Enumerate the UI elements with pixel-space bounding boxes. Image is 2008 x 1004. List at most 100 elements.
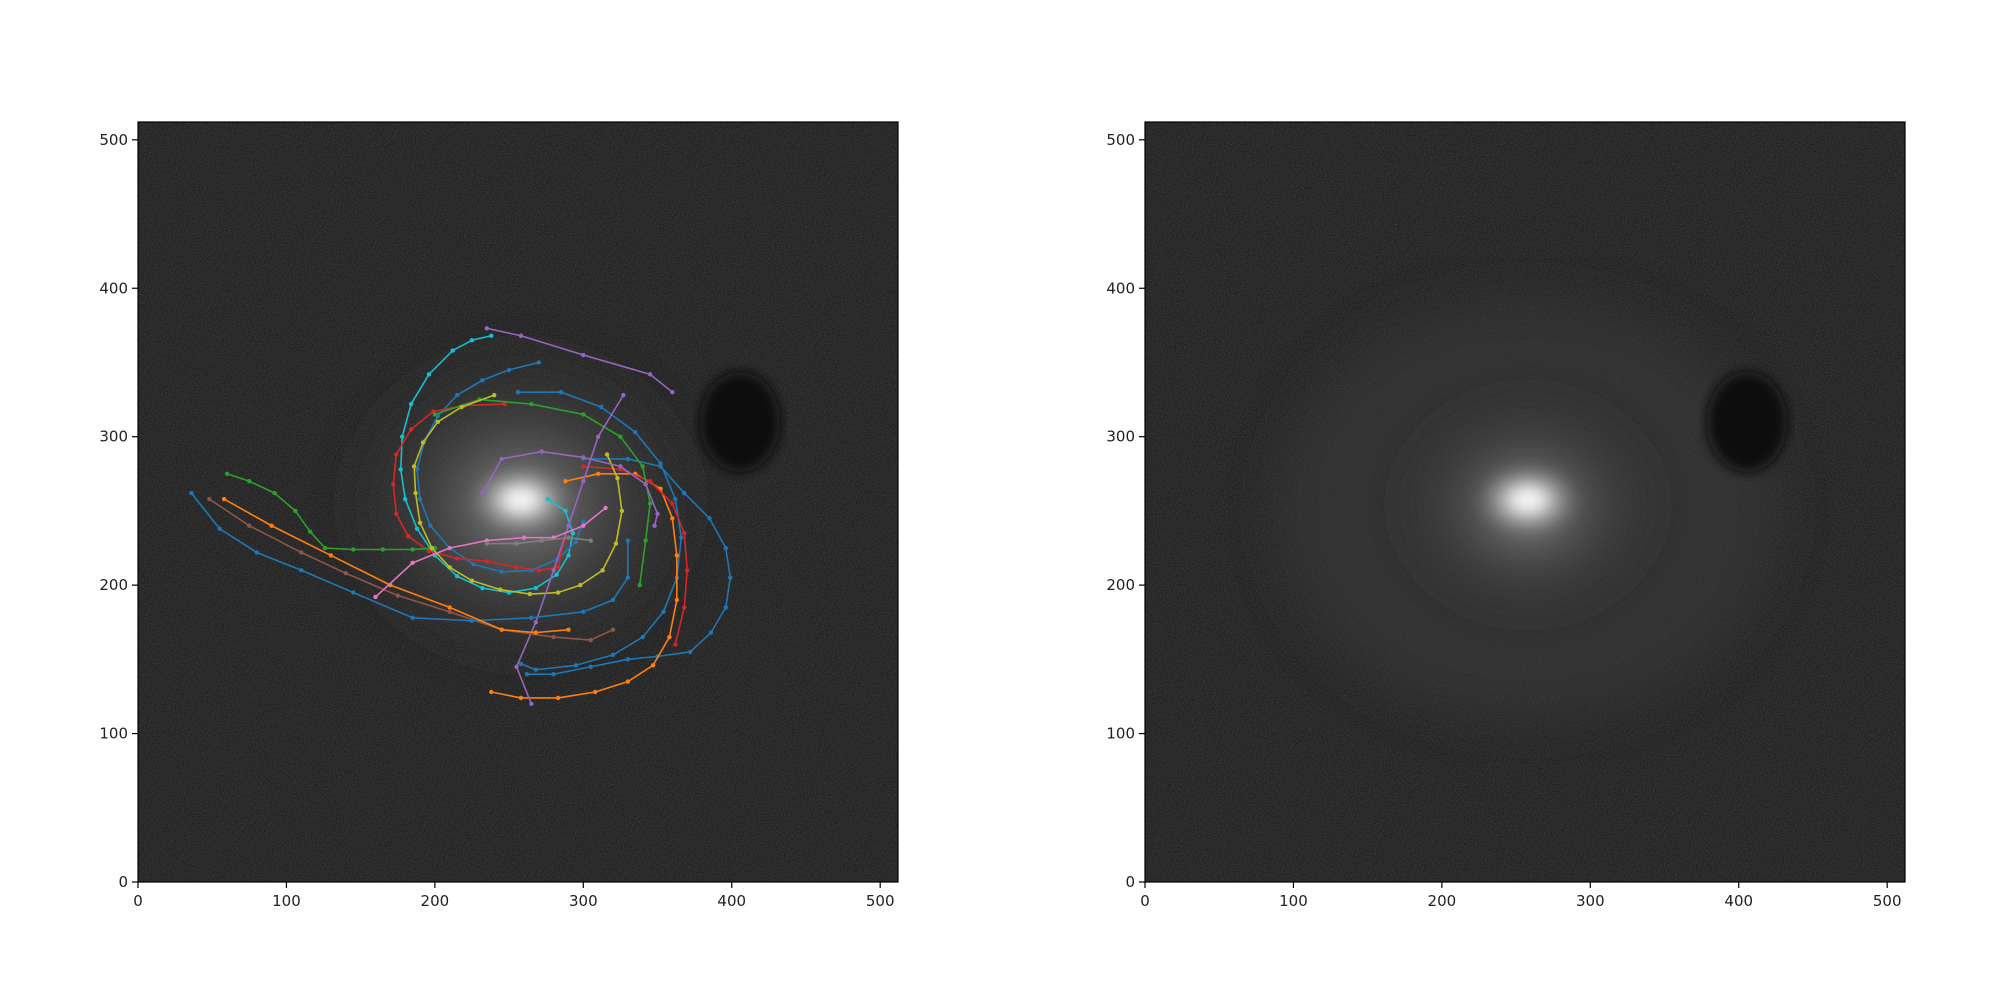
trajectory-point: [728, 575, 733, 580]
trajectory-point: [673, 496, 678, 502]
trajectory-point: [539, 538, 544, 543]
trajectory-line: [190, 492, 629, 622]
trajectory-point: [555, 565, 561, 570]
trajectory-point: [514, 664, 519, 669]
trajectory-point: [414, 526, 420, 531]
trajectory-point: [400, 434, 405, 439]
trajectory-point: [480, 585, 485, 591]
trajectory-line: [223, 498, 569, 634]
x-tick-label: 100: [272, 892, 301, 910]
trajectory-point: [299, 568, 304, 573]
trajectory-line: [583, 465, 689, 645]
trajectory-point: [518, 661, 524, 666]
trajectory-point: [447, 565, 452, 570]
galaxy-image: [1145, 122, 1905, 882]
x-tick-label: 400: [717, 892, 746, 910]
trajectory-point: [402, 496, 408, 502]
trajectory-point: [447, 605, 452, 610]
trajectory-line: [226, 473, 435, 551]
trajectory-point: [679, 535, 684, 540]
trajectory-point: [293, 508, 298, 514]
trajectory-point: [566, 535, 571, 540]
trajectory-point: [650, 663, 656, 668]
y-tick-label: 300: [1106, 428, 1135, 446]
trajectory-line: [416, 361, 585, 573]
trajectory-point: [426, 548, 432, 554]
trajectory-point: [529, 701, 534, 707]
trajectory-point: [454, 556, 460, 561]
trajectory-point: [536, 360, 541, 365]
y-tick-label: 0: [118, 873, 128, 891]
trajectory-point: [640, 464, 645, 469]
trajectory-point: [563, 508, 568, 514]
trajectory-point: [619, 508, 625, 514]
trajectory-point: [405, 533, 411, 539]
trajectory-point: [551, 671, 556, 677]
trajectory-point: [682, 530, 687, 536]
trajectory-point: [647, 501, 653, 506]
trajectory-point: [723, 605, 729, 610]
trajectory-point: [351, 590, 356, 595]
trajectory-point: [272, 490, 277, 496]
trajectory-point: [533, 630, 539, 635]
galaxy-core: [1473, 462, 1583, 538]
trajectory-point: [524, 671, 530, 677]
x-tick-label: 100: [1279, 892, 1308, 910]
trajectory-point: [469, 618, 475, 623]
trajectory-point: [247, 523, 252, 528]
trajectory-point: [621, 392, 626, 398]
trajectory-point: [625, 456, 631, 462]
trajectory-point: [247, 479, 252, 484]
x-tick-label: 0: [133, 892, 143, 910]
trajectory-point: [566, 523, 571, 528]
trajectory-point: [533, 667, 539, 672]
trajectory-point: [539, 449, 544, 454]
trajectory-point: [380, 547, 386, 552]
trajectory-point: [658, 464, 663, 469]
trajectory-point: [533, 585, 539, 591]
trajectory-point: [673, 642, 678, 647]
trajectory-point: [398, 467, 403, 472]
trajectory-point: [573, 663, 579, 668]
trajectory-point: [581, 609, 586, 615]
trajectory-point: [578, 582, 583, 588]
trajectory-point: [640, 634, 645, 640]
trajectory-point: [391, 481, 396, 487]
trajectory-point: [563, 479, 568, 484]
trajectory-point: [595, 471, 601, 476]
trajectory-point: [529, 615, 534, 620]
trajectory-point: [613, 541, 619, 546]
trajectory-point: [637, 582, 642, 588]
trajectory-point: [581, 352, 586, 358]
trajectory-point: [652, 523, 657, 528]
y-tick-label: 500: [99, 131, 128, 149]
x-tick-label: 300: [569, 892, 598, 910]
x-tick-label: 0: [1140, 892, 1150, 910]
trajectory-point: [322, 545, 328, 551]
trajectory-line: [518, 391, 683, 671]
trajectory-point: [682, 605, 687, 610]
y-tick-label: 0: [1125, 873, 1135, 891]
trajectory-point: [527, 591, 533, 597]
trajectory-point: [682, 490, 687, 496]
trajectory-point: [489, 333, 494, 338]
trajectory-point: [625, 538, 631, 543]
trajectory-point: [566, 553, 571, 558]
trajectory-point: [454, 574, 460, 579]
trajectory-point: [469, 338, 475, 343]
trajectory-point: [413, 490, 418, 496]
trajectory-point: [723, 545, 729, 551]
trajectory-point: [506, 367, 512, 373]
x-tick-label: 400: [1724, 892, 1753, 910]
trajectory-point: [647, 372, 653, 377]
trajectory-point: [661, 609, 666, 615]
trajectory-point: [581, 455, 586, 460]
trajectory-point: [499, 627, 504, 632]
trajectory-point: [529, 401, 534, 407]
trajectory-point: [581, 479, 586, 484]
trajectory-point: [484, 326, 490, 331]
trajectory-point: [670, 516, 675, 521]
trajectory-line: [208, 498, 614, 641]
trajectory-point: [435, 419, 441, 425]
trajectory-point: [343, 571, 349, 576]
